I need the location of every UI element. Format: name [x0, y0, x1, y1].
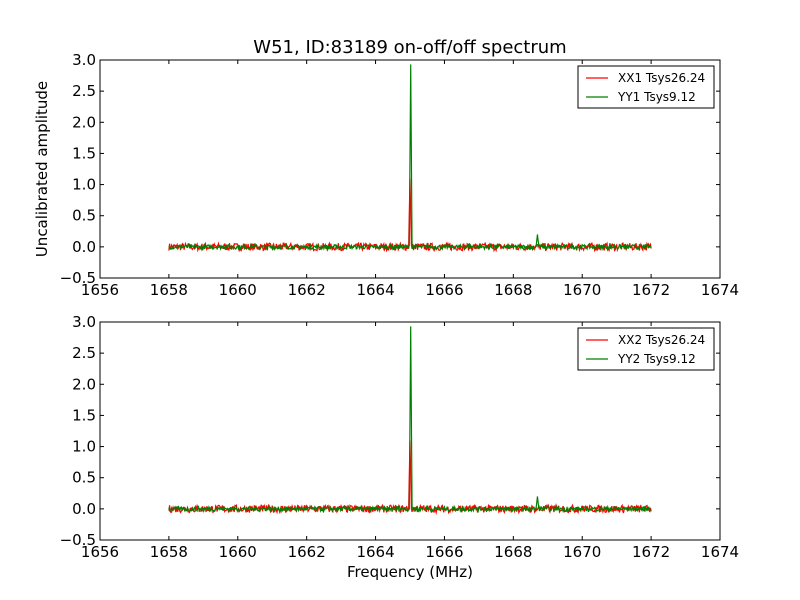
- x-tick-label: 1662: [288, 281, 326, 299]
- legend-2: XX2 Tsys26.24 YY2 Tsys9.12: [577, 327, 715, 371]
- y-tick-label: 2.5: [72, 344, 96, 362]
- x-tick-label: 1666: [425, 281, 463, 299]
- x-axis-label: Frequency (MHz): [347, 563, 473, 581]
- x-tick-label: 1660: [219, 281, 257, 299]
- axes-frame-1: [99, 59, 721, 279]
- x-tick-label: 1670: [563, 543, 601, 561]
- x-tick-label: 1670: [563, 281, 601, 299]
- x-tick-label: 1668: [494, 281, 532, 299]
- y-tick-label: 0.0: [72, 238, 96, 256]
- x-tick-label: 1656: [81, 281, 119, 299]
- y-tick-label: 1.0: [72, 438, 96, 456]
- legend-1: XX1 Tsys26.24 YY1 Tsys9.12: [577, 65, 715, 109]
- plot-area-2: [168, 326, 652, 515]
- x-tick-label: 1672: [632, 543, 670, 561]
- x-tick-label: 1668: [494, 543, 532, 561]
- series-line-yy-2: [168, 326, 652, 514]
- x-tick-label: 1672: [632, 281, 670, 299]
- series-line-yy-1: [168, 64, 652, 252]
- x-tick-label: 1664: [356, 543, 394, 561]
- legend-box: [577, 65, 715, 109]
- x-tick-label: 1674: [701, 543, 739, 561]
- y-tick-label: −0.5: [60, 269, 96, 287]
- bottom-panel: 1656 1658 1660 1662 1664 1666 1668 1670 1672 1674…: [60, 313, 740, 561]
- legend-label: XX2 Tsys26.24: [618, 333, 705, 347]
- y-tick-label: 0.0: [72, 500, 96, 518]
- legend-label: YY1 Tsys9.12: [617, 90, 696, 104]
- x-tick-label: 1674: [701, 281, 739, 299]
- x-tick-label: 1660: [219, 543, 257, 561]
- y-tick-label: 0.5: [72, 469, 96, 487]
- y-tick-label: 1.5: [72, 144, 96, 162]
- y-tick-label: 3.0: [72, 51, 96, 69]
- legend-box: [577, 327, 715, 371]
- y-axis-label: Uncalibrated amplitude: [33, 81, 51, 257]
- y-tick-label: −0.5: [60, 531, 96, 549]
- chart-title: W51, ID:83189 on-off/off spectrum: [253, 37, 566, 58]
- legend-label: YY2 Tsys9.12: [617, 352, 696, 366]
- x-tick-label: 1656: [81, 543, 119, 561]
- y-tick-label: 3.0: [72, 313, 96, 331]
- plot-area-1: [168, 64, 652, 253]
- legend-label: XX1 Tsys26.24: [618, 71, 705, 85]
- y-tick-label: 1.5: [72, 406, 96, 424]
- x-tick-label: 1658: [150, 543, 188, 561]
- y-tick-label: 1.0: [72, 176, 96, 194]
- y-tick-label: 0.5: [72, 207, 96, 225]
- axes-frame-2: [99, 321, 721, 541]
- y-tick-label: 2.5: [72, 82, 96, 100]
- x-tick-label: 1658: [150, 281, 188, 299]
- y-tick-label: 2.0: [72, 113, 96, 131]
- x-tick-label: 1666: [425, 543, 463, 561]
- y-tick-label: 2.0: [72, 375, 96, 393]
- x-tick-label: 1662: [288, 543, 326, 561]
- x-tick-label: 1664: [356, 281, 394, 299]
- top-panel: 1656 1658 1660 1662 1664 1666 1668 1670 1672 1674…: [60, 51, 740, 299]
